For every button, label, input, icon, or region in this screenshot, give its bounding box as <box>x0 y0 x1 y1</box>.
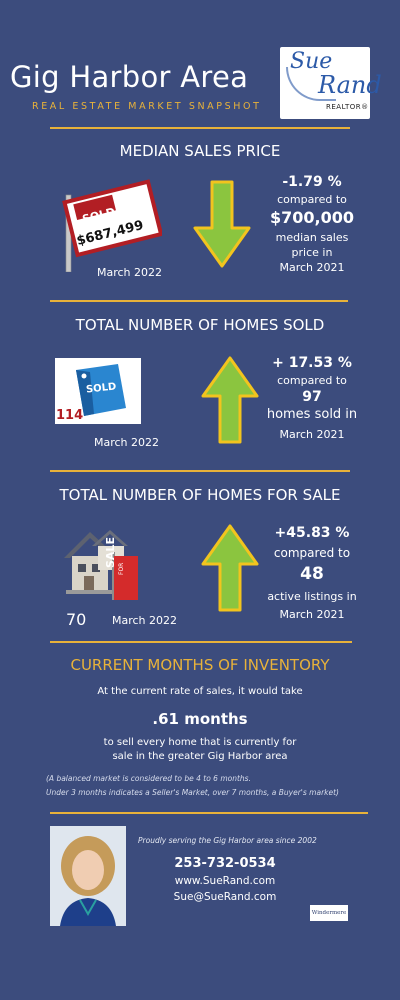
median-line1: median sales <box>275 231 349 244</box>
sale-sign-label: SALE <box>104 537 117 568</box>
sold-period: March 2022 <box>94 436 160 449</box>
sue-rand-logo: Sue Rand REALTOR® <box>280 47 382 119</box>
forsale-change: +45.83 % <box>274 525 350 541</box>
arrow-up-icon <box>201 356 259 444</box>
divider <box>50 470 350 472</box>
divider <box>50 641 352 643</box>
inventory-note2: Under 3 months indicates a Seller's Mark… <box>46 788 339 797</box>
agent-photo <box>50 826 126 926</box>
sold-sign-icon <box>62 179 162 272</box>
forsale-compared: compared to <box>273 546 351 560</box>
logo-sue-text: Sue <box>290 49 333 74</box>
phone-number[interactable]: 253-732-0534 <box>174 856 276 871</box>
sold-compared: compared to <box>277 374 347 387</box>
forsale-prior-value: 48 <box>300 564 324 584</box>
median-section-title: MEDIAN SALES PRICE <box>119 142 281 160</box>
arrow-down-icon <box>193 180 251 268</box>
page-subtitle: REAL ESTATE MARKET SNAPSHOT <box>32 101 262 112</box>
sold-change: + 17.53 % <box>272 355 352 371</box>
forsale-line1: active listings in <box>267 590 357 603</box>
logo-rand-text: Rand <box>318 71 382 99</box>
sold-line2: March 2021 <box>279 428 345 441</box>
sold-prior-value: 97 <box>302 389 322 405</box>
sold-section-title: TOTAL NUMBER OF HOMES SOLD <box>75 316 325 334</box>
inventory-value: .61 months <box>152 710 248 728</box>
email-link[interactable]: Sue@SueRand.com <box>173 891 277 903</box>
median-prior-value: $700,000 <box>269 208 354 227</box>
sold-line1: homes sold in <box>266 407 358 422</box>
median-change: -1.79 % <box>282 174 342 190</box>
logo-realtor-text: REALTOR® <box>326 103 369 111</box>
windermere-logo-text: Windermere <box>311 910 347 916</box>
forsale-line2: March 2021 <box>279 608 345 621</box>
inventory-section-title: CURRENT MONTHS OF INVENTORY <box>70 656 330 674</box>
divider <box>50 812 368 814</box>
house-for-sale-icon <box>64 530 138 600</box>
median-line2: price in <box>291 246 333 259</box>
median-period: March 2022 <box>97 266 163 279</box>
median-compared: compared to <box>277 193 347 206</box>
divider <box>50 300 348 302</box>
forsale-period: March 2022 <box>112 614 178 627</box>
inventory-intro: At the current rate of sales, it would t… <box>97 686 303 697</box>
sold-count: 114 <box>56 408 84 423</box>
divider <box>50 127 350 129</box>
footer-tagline: Proudly serving the Gig Harbor area sinc… <box>138 836 317 845</box>
sale-sign-small: FOR <box>118 562 125 575</box>
sold-tag-icon <box>76 364 126 416</box>
median-line3: March 2021 <box>279 261 345 274</box>
inventory-line1: to sell every home that is currently for <box>103 737 297 748</box>
forsale-section-title: TOTAL NUMBER OF HOMES FOR SALE <box>59 486 341 504</box>
forsale-count: 70 <box>66 610 87 629</box>
windermere-logo: Windermere <box>310 905 348 921</box>
inventory-line2: sale in the greater Gig Harbor area <box>112 751 288 762</box>
inventory-note1: (A balanced market is considered to be 4… <box>46 774 251 783</box>
website-link[interactable]: www.SueRand.com <box>174 875 276 887</box>
arrow-up-icon <box>201 524 259 612</box>
page-title: Gig Harbor Area <box>10 60 249 94</box>
